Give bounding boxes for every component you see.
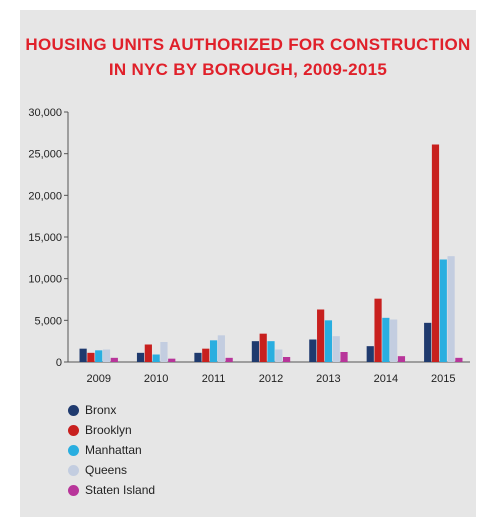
bar <box>95 350 103 362</box>
legend-label-brooklyn: Brooklyn <box>85 423 132 437</box>
bar <box>390 319 398 362</box>
legend-swatch-brooklyn <box>68 424 79 436</box>
y-tick-label: 15,000 <box>28 232 62 244</box>
bar <box>217 335 225 362</box>
legend-item-manhattan: Manhattan <box>68 440 155 460</box>
x-tick-label: 2014 <box>374 373 398 385</box>
bar <box>366 346 374 362</box>
bar-chart: 0 5,000 10,000 15,000 20,000 25,000 30,000 2009… <box>28 107 470 385</box>
legend-swatch-queens <box>68 464 79 476</box>
y-tick-label: 20,000 <box>28 190 62 202</box>
legend-swatch-bronx <box>68 404 79 416</box>
bar <box>340 352 348 362</box>
chart-title-line-1: HOUSING UNITS AUTHORIZED FOR CONSTRUCTIO… <box>25 35 471 54</box>
legend-swatch-staten-island <box>68 484 79 496</box>
legend-item-bronx: Bronx <box>68 400 155 420</box>
bar <box>144 344 152 362</box>
bar <box>202 348 210 362</box>
bar <box>431 144 440 362</box>
bar <box>283 357 291 362</box>
legend-label-bronx: Bronx <box>85 403 117 417</box>
bar <box>79 348 87 362</box>
bar <box>447 256 455 362</box>
chart-title: HOUSING UNITS AUTHORIZED FOR CONSTRUCTIO… <box>20 32 476 82</box>
bar <box>374 298 382 362</box>
bar <box>194 352 202 362</box>
bar <box>455 357 463 362</box>
bar <box>309 339 317 362</box>
bar <box>424 322 432 362</box>
bar <box>136 352 145 362</box>
bar <box>160 342 168 362</box>
bar <box>439 259 447 362</box>
bar <box>87 352 95 362</box>
legend-item-queens: Queens <box>68 460 155 480</box>
bar <box>152 354 160 362</box>
legend-item-staten-island: Staten Island <box>68 480 155 500</box>
bar <box>267 341 275 362</box>
legend-swatch-manhattan <box>68 444 79 456</box>
x-tick-label: 2015 <box>431 373 455 385</box>
chart-panel: HOUSING UNITS AUTHORIZED FOR CONSTRUCTIO… <box>20 10 476 517</box>
legend-label-queens: Queens <box>85 463 128 477</box>
bar <box>397 356 406 362</box>
x-tick-label: 2011 <box>202 373 226 385</box>
y-tick-label: 0 <box>56 357 62 369</box>
bar <box>209 340 218 362</box>
bar <box>317 309 325 362</box>
x-tick-label: 2012 <box>259 373 283 385</box>
bar <box>259 333 267 362</box>
bar <box>102 349 111 362</box>
x-tick-label: 2013 <box>316 373 340 385</box>
bar <box>332 336 340 362</box>
y-tick-label: 10,000 <box>28 274 62 286</box>
bar <box>168 358 176 362</box>
x-tick-label: 2009 <box>86 373 110 385</box>
bar <box>324 320 333 362</box>
y-tick-label: 25,000 <box>28 149 62 161</box>
y-tick-label: 30,000 <box>28 107 62 119</box>
bar <box>225 357 233 362</box>
legend: Bronx Brooklyn Manhattan Queens Staten I… <box>68 400 155 500</box>
bar <box>275 349 283 362</box>
y-tick-label: 5,000 <box>34 315 62 327</box>
bar <box>110 357 118 362</box>
legend-label-staten-island: Staten Island <box>85 483 156 497</box>
bar <box>382 317 390 362</box>
legend-label-manhattan: Manhattan <box>85 443 142 457</box>
bar <box>251 341 259 362</box>
chart-title-line-2: IN NYC BY BOROUGH, 2009-2015 <box>108 60 388 79</box>
legend-item-brooklyn: Brooklyn <box>68 420 155 440</box>
x-tick-label: 2010 <box>144 373 168 385</box>
